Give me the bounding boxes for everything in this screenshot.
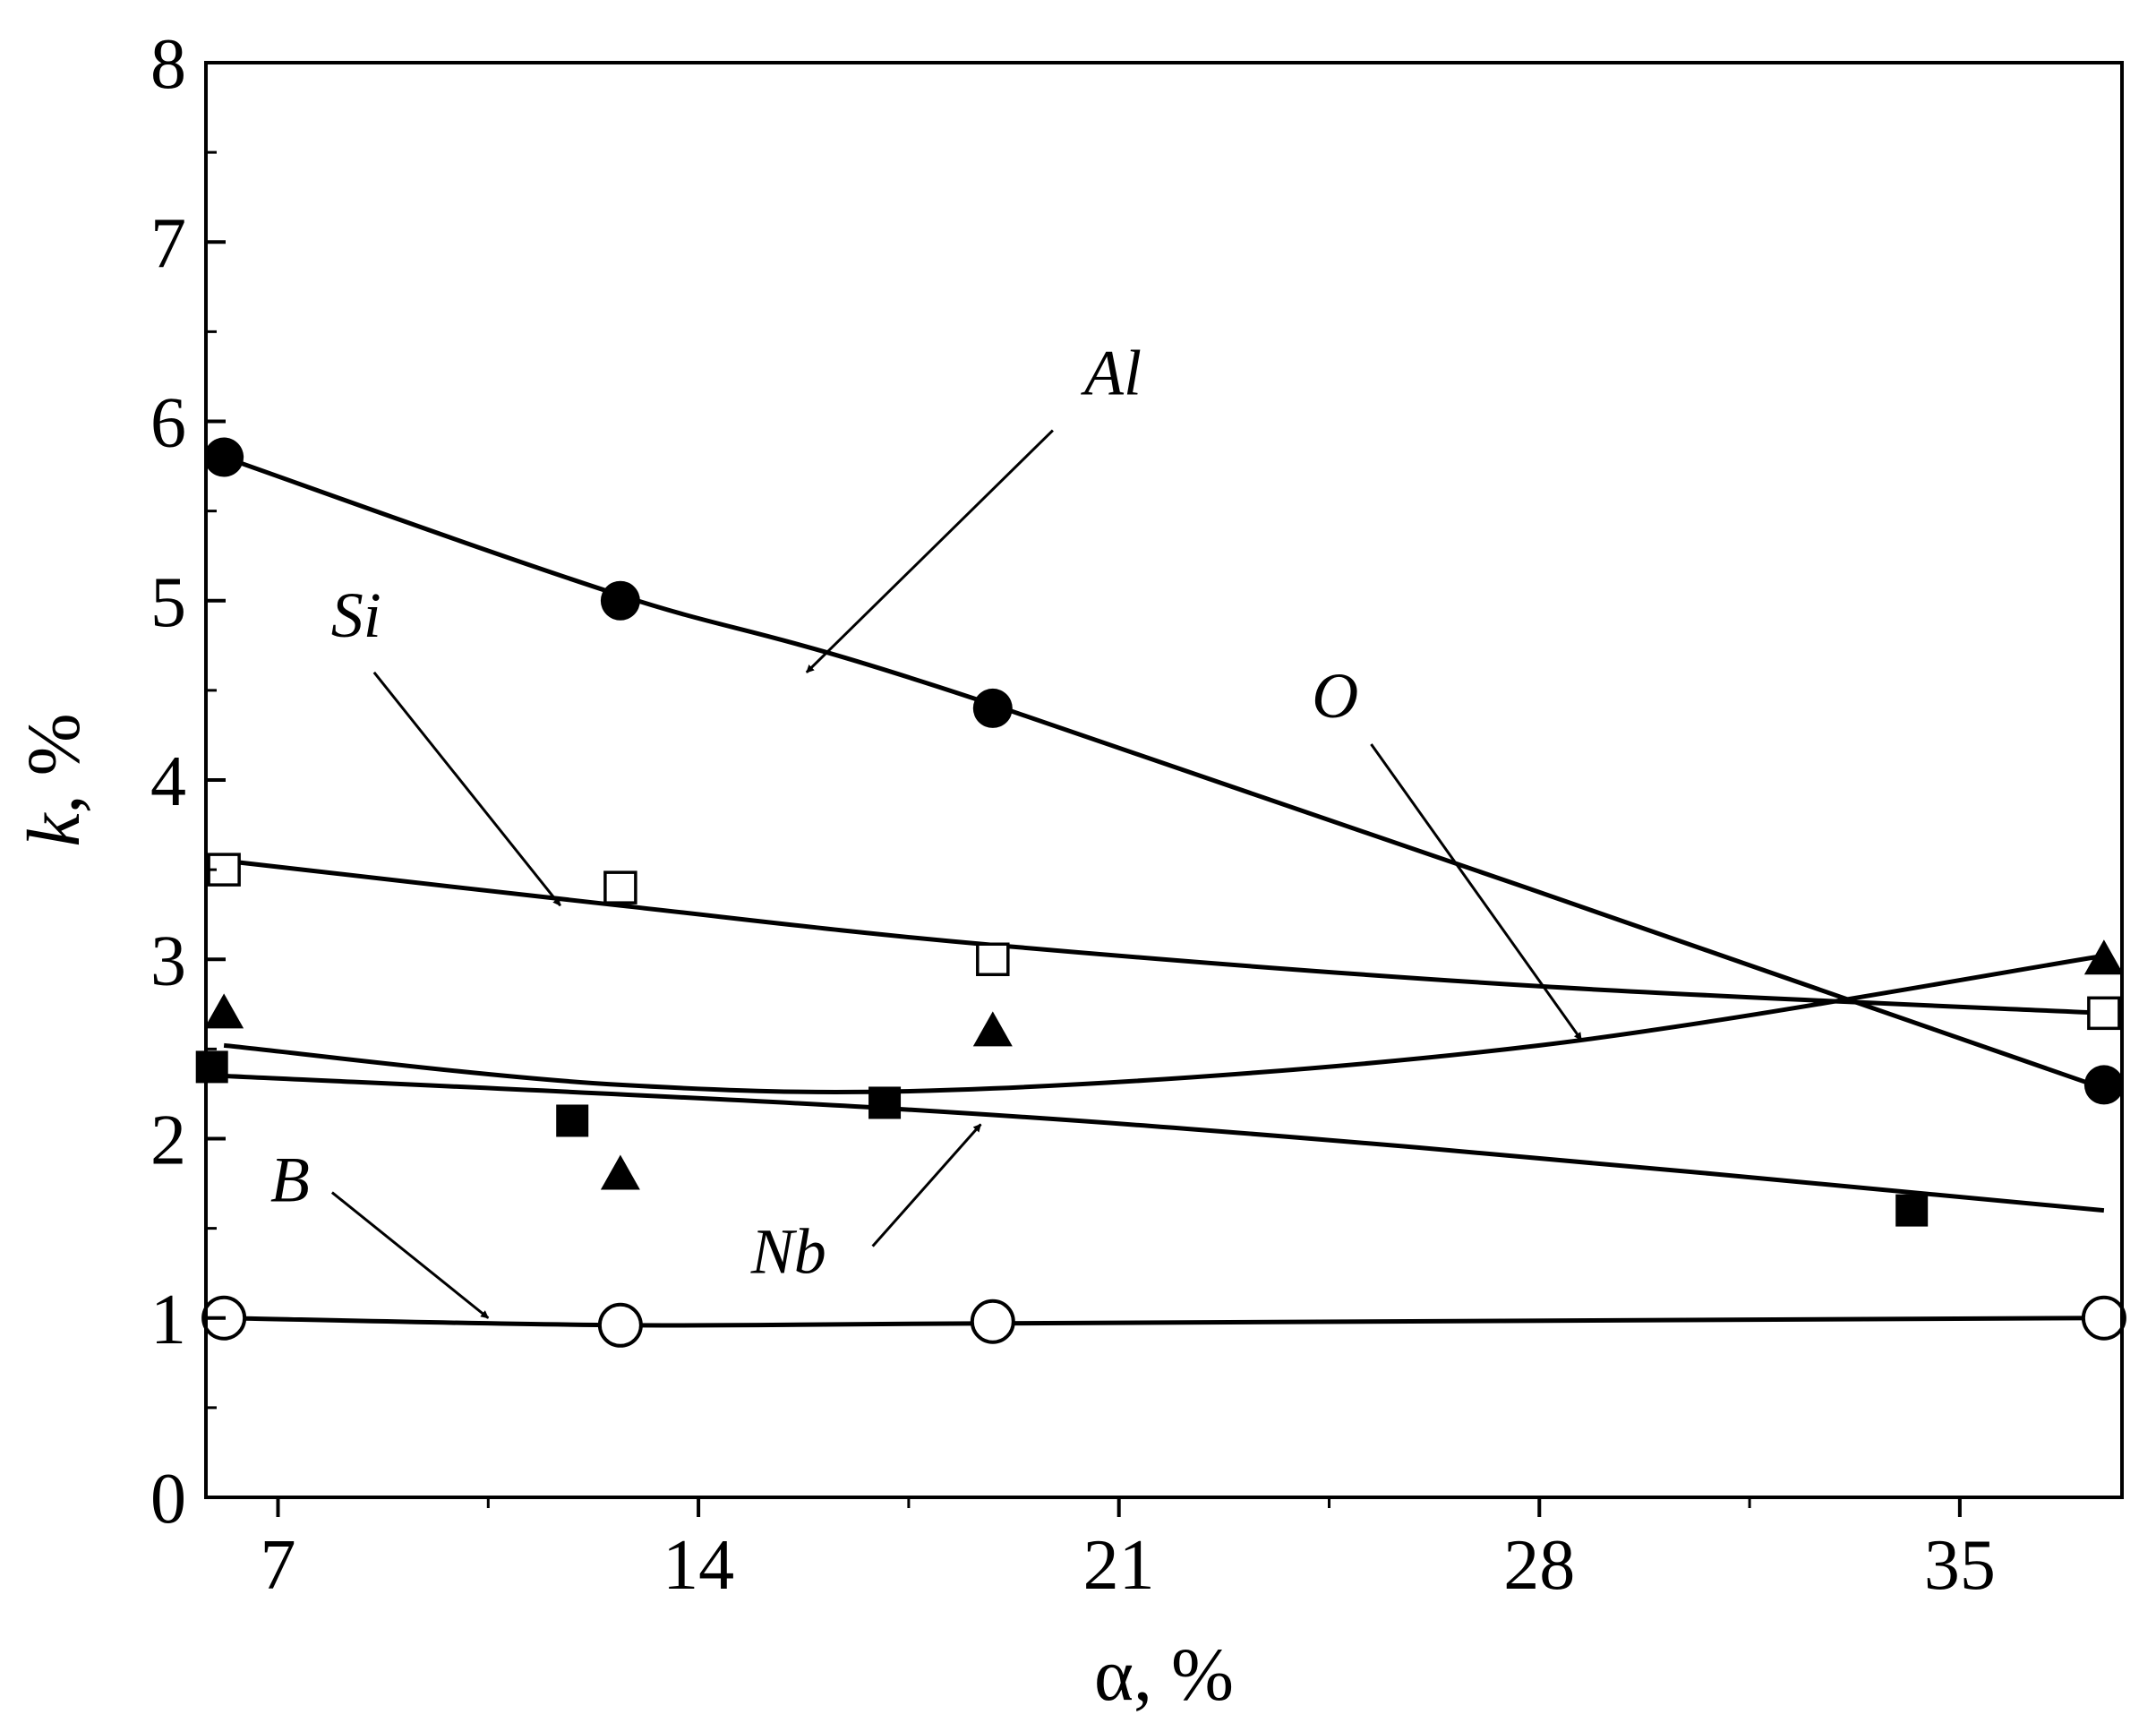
x-tick-label-14: 14 xyxy=(663,1526,734,1605)
y-tick-label-8: 8 xyxy=(150,25,186,104)
point-b-3 xyxy=(970,1299,1015,1344)
y-tick-label-6: 6 xyxy=(150,384,186,463)
arrow-o xyxy=(1370,743,1583,1042)
point-o-3 xyxy=(972,1011,1013,1047)
arrow-b xyxy=(330,1191,490,1319)
point-o-1 xyxy=(204,993,244,1029)
fit-lines xyxy=(223,455,2105,1328)
y-axis-title-symbol: k xyxy=(13,812,96,847)
series-label-o: O xyxy=(1312,660,1358,732)
x-tick-label-21: 21 xyxy=(1083,1526,1155,1605)
arrow-al xyxy=(805,429,1054,673)
x-axis-title-symbol: α xyxy=(1094,1633,1134,1717)
point-si-3 xyxy=(976,942,1010,976)
x-axis-title: α, % xyxy=(1094,1633,1234,1717)
point-o-4 xyxy=(2083,939,2124,975)
point-si-1 xyxy=(207,853,241,887)
series-label-b: B xyxy=(270,1144,310,1216)
annotations: Al Si O Nb B xyxy=(270,337,1583,1319)
fit-line-b xyxy=(224,1316,2104,1328)
y-tick-label-1: 1 xyxy=(150,1281,186,1359)
y-tick-label-7: 7 xyxy=(150,204,186,283)
point-si-4 xyxy=(2087,996,2121,1031)
y-axis-title-unit: , % xyxy=(13,713,96,813)
point-nb-4 xyxy=(1895,1194,1929,1227)
point-al-1 xyxy=(204,437,244,477)
point-nb-1 xyxy=(195,1050,228,1084)
fit-line-nb xyxy=(224,1073,2105,1213)
y-tick-label-5: 5 xyxy=(150,563,186,642)
point-b-4 xyxy=(2081,1295,2126,1341)
x-tick-label-35: 35 xyxy=(1924,1526,1996,1605)
y-axis-title: k, % xyxy=(13,713,96,846)
axes: 0 1 2 3 4 5 6 7 8 7 14 21 28 35 xyxy=(150,25,2124,1605)
axis-titles: α, %k, % xyxy=(13,713,1234,1717)
x-tick-label-28: 28 xyxy=(1503,1526,1575,1605)
y-tick-label-4: 4 xyxy=(150,742,186,821)
x-axis-title-unit: , % xyxy=(1134,1633,1234,1717)
point-nb-3 xyxy=(868,1086,902,1119)
arrow-nb xyxy=(871,1123,982,1247)
y-tick-label-3: 3 xyxy=(150,922,186,1000)
point-al-2 xyxy=(600,580,640,621)
point-b-2 xyxy=(597,1302,643,1348)
y-tick-label-2: 2 xyxy=(150,1102,186,1180)
point-al-3 xyxy=(972,688,1013,728)
series-label-nb: Nb xyxy=(750,1216,826,1288)
data-markers xyxy=(195,437,2126,1348)
x-tick-label-7: 7 xyxy=(261,1526,296,1605)
point-o-2 xyxy=(600,1154,640,1190)
fit-line-o xyxy=(223,953,2105,1095)
point-al-4 xyxy=(2083,1065,2124,1105)
arrow-si xyxy=(372,671,561,907)
series-label-si: Si xyxy=(331,579,381,651)
y-tick-label-0: 0 xyxy=(150,1460,186,1539)
plot-frame xyxy=(204,61,2124,1499)
point-si-2 xyxy=(603,870,637,904)
fit-line-al xyxy=(223,455,2105,1091)
series-label-al: Al xyxy=(1081,337,1142,408)
point-nb-2 xyxy=(556,1104,589,1137)
fit-line-si xyxy=(223,858,2104,1016)
